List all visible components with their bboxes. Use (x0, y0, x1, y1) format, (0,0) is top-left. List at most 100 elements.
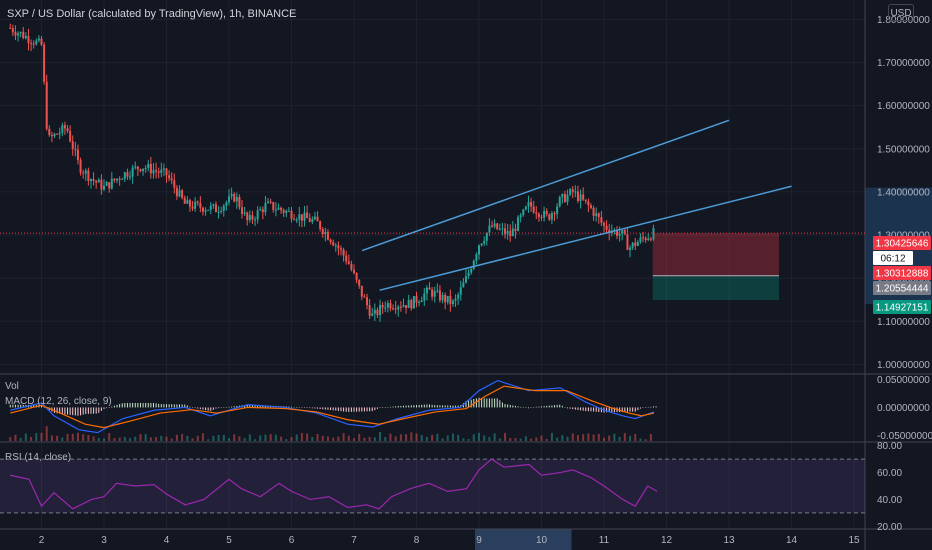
macd-hist-bar (376, 407, 378, 409)
candle-body (425, 287, 428, 294)
volume-bar (389, 433, 392, 441)
macd-hist-bar (137, 402, 139, 408)
candle-body (74, 149, 77, 151)
candle-body (32, 43, 35, 45)
candle-body (420, 300, 423, 303)
candle-body (136, 166, 139, 170)
macd-hist-bar (423, 404, 425, 408)
candle-body (384, 307, 387, 309)
candle-body (251, 215, 254, 220)
candle-body (501, 228, 504, 230)
macd-hist-bar (69, 407, 71, 415)
macd-hist-bar (179, 404, 181, 408)
macd-hist-bar (194, 407, 196, 409)
candle-body (496, 223, 499, 230)
macd-hist-bar (291, 406, 292, 408)
candle-body (142, 168, 145, 171)
candle-body (444, 294, 447, 303)
candle-body (162, 168, 165, 170)
macd-hist-bar (80, 407, 82, 416)
candle-body (603, 222, 605, 226)
volume-bar (274, 434, 277, 441)
candle-body (295, 219, 298, 221)
candle-body (530, 201, 533, 207)
macd-hist-bar (77, 407, 79, 416)
macd-hist-bar (288, 406, 290, 408)
candle-body (160, 169, 163, 173)
candle-body (37, 38, 40, 41)
candle-body (313, 216, 316, 220)
price-tick-label: 1.50000000 (877, 144, 930, 155)
candle-body (410, 300, 413, 309)
macd-hist-bar (108, 407, 110, 408)
candle-body (87, 170, 90, 182)
candle-body (605, 225, 608, 230)
macd-hist-bar (202, 407, 204, 410)
volume-bar (222, 434, 225, 441)
macd-hist-bar (223, 407, 225, 408)
macd-hist-bar (160, 404, 162, 408)
candle-body (506, 231, 509, 235)
macd-hist-bar (212, 407, 214, 410)
volume-bar (587, 433, 590, 441)
macd-hist-bar (126, 403, 128, 408)
macd-hist-bar (455, 405, 457, 408)
candle-body (300, 214, 303, 221)
candle-body (514, 228, 517, 231)
macd-hist-bar (585, 407, 587, 412)
macd-hist-bar (9, 404, 11, 408)
macd-hist-bar (14, 404, 16, 408)
volume-bar (488, 436, 491, 441)
macd-hist-bar (379, 407, 381, 409)
candle-body (446, 295, 449, 303)
macd-hist-bar (577, 407, 579, 410)
macd-hist-bar (593, 407, 595, 412)
currency-button[interactable]: USD (888, 4, 914, 21)
rsi-tick-label: 60.00 (877, 468, 902, 479)
price-tick-label: 1.10000000 (877, 317, 930, 328)
volume-bar (56, 435, 59, 441)
volume-bar (113, 438, 116, 441)
macd-hist-bar (395, 406, 397, 408)
macd-hist-bar (400, 405, 402, 408)
macd-hist-bar (139, 402, 141, 408)
macd-hist-bar (486, 398, 488, 408)
candle-body (321, 229, 324, 235)
candle-body (259, 209, 262, 211)
macd-hist-bar (561, 405, 563, 408)
macd-hist-bar (621, 407, 623, 413)
macd-hist-bar (192, 407, 194, 408)
volume-bar (493, 433, 496, 441)
macd-hist-bar (371, 407, 373, 412)
macd-hist-bar (293, 406, 295, 408)
macd-hist-bar (340, 407, 342, 412)
candle-body (306, 212, 309, 219)
macd-hist-bar (470, 399, 472, 408)
macd-hist-bar (608, 407, 610, 413)
macd-hist-bar (317, 407, 319, 409)
macd-hist-bar (481, 398, 483, 408)
macd-hist-bar (314, 407, 316, 409)
macd-hist-bar (366, 407, 368, 412)
candle-body (376, 309, 379, 316)
candle-body (389, 303, 392, 309)
macd-hist-bar (582, 407, 584, 411)
macd-hist-bar (647, 407, 649, 408)
candle-body (139, 169, 142, 171)
candle-body (478, 245, 480, 255)
candle-body (63, 125, 66, 129)
volume-bar (306, 433, 309, 441)
macd-hist-bar (629, 407, 631, 412)
candle-body (545, 210, 548, 215)
rsi-band (0, 459, 865, 513)
volume-bar (134, 436, 137, 441)
macd-hist-bar (408, 405, 410, 408)
macd-hist-bar (587, 407, 589, 412)
candle-body (56, 133, 59, 135)
macd-hist-bar (85, 407, 87, 414)
volume-bar (103, 438, 105, 441)
candle-body (483, 240, 486, 244)
macd-hist-bar (645, 407, 647, 408)
candle-body (399, 306, 402, 308)
